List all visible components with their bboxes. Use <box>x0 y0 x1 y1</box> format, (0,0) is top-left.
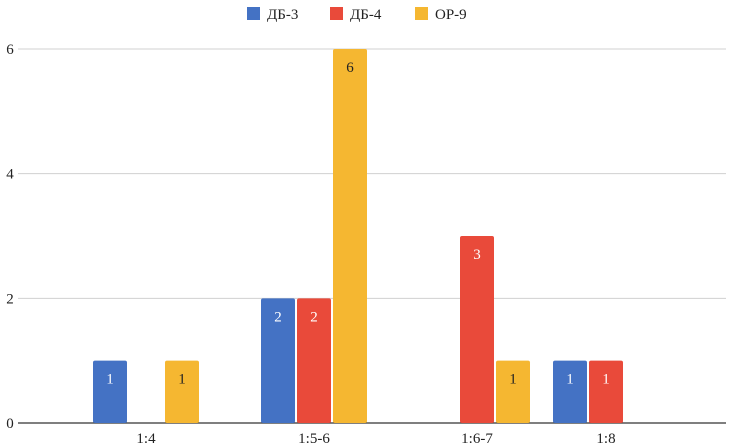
bar-ДБ-3-1:8 <box>553 360 587 423</box>
data-label: 1 <box>178 372 186 388</box>
legend-swatch <box>330 7 343 20</box>
y-tick-label: 2 <box>6 291 14 307</box>
data-label: 1 <box>566 372 574 388</box>
y-tick-label: 0 <box>6 416 14 432</box>
x-tick-label: 1:5-6 <box>298 431 330 447</box>
legend: ДБ-3 ДБ-4 ОР-9 <box>247 7 467 23</box>
bar-ДБ-3-1:4 <box>93 360 127 423</box>
bar-ДБ-4-1:5-6 <box>297 298 331 423</box>
bar-ОР-9-1:4 <box>165 360 199 423</box>
bars <box>93 49 623 423</box>
legend-swatch <box>247 7 260 20</box>
x-tick-label: 1:4 <box>136 431 156 447</box>
x-tick-label: 1:8 <box>596 431 615 447</box>
bar-ДБ-4-1:6-7 <box>460 236 494 423</box>
data-label: 1 <box>509 372 517 388</box>
data-label: 1 <box>106 372 114 388</box>
x-tick-label: 1:6-7 <box>461 431 493 447</box>
data-label: 2 <box>274 309 282 325</box>
bar-ДБ-4-1:8 <box>589 360 623 423</box>
legend-label: ДБ-3 <box>267 7 298 23</box>
data-label: 3 <box>473 247 481 263</box>
data-label: 1 <box>602 372 610 388</box>
data-label: 6 <box>346 60 354 76</box>
bar-ОР-9-1:6-7 <box>496 360 530 423</box>
y-tick-label: 4 <box>6 167 14 183</box>
legend-swatch <box>415 7 428 20</box>
y-axis-ticks: 0 2 4 6 <box>6 42 14 432</box>
bar-ДБ-3-1:5-6 <box>261 298 295 423</box>
legend-label: ОР-9 <box>435 7 467 23</box>
data-label: 2 <box>310 309 318 325</box>
y-tick-label: 6 <box>6 42 14 58</box>
legend-label: ДБ-4 <box>350 7 382 23</box>
bar-ОР-9-1:5-6 <box>333 49 367 423</box>
x-axis-ticks: 1:4 1:5-6 1:6-7 1:8 <box>136 431 615 447</box>
data-labels: 1 1 2 2 6 3 1 1 1 <box>106 60 610 388</box>
